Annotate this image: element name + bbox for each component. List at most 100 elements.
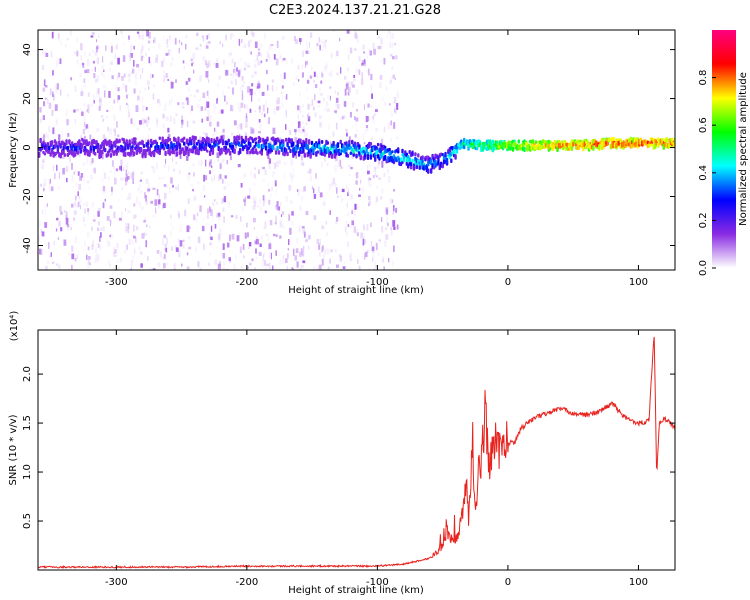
noise-speckle [113,128,116,133]
noise-speckle [192,188,194,192]
noise-speckle [353,74,356,78]
noise-speckle [277,206,281,211]
ridge-blob [134,137,137,141]
noise-speckle [240,265,243,269]
noise-speckle [364,239,367,244]
noise-speckle [279,259,282,265]
noise-speckle [162,238,164,245]
noise-speckle [205,71,209,78]
noise-speckle [128,192,132,200]
noise-speckle [97,33,100,39]
noise-speckle [389,103,391,106]
noise-speckle [323,65,327,72]
noise-speckle [58,221,61,227]
noise-speckle [165,52,169,56]
noise-speckle [110,61,113,65]
spectrogram-y-tick-label: 40 [22,43,33,56]
noise-speckle [391,229,393,237]
noise-speckle [49,255,51,258]
noise-speckle [254,59,258,62]
noise-speckle [353,210,356,217]
noise-speckle [80,135,82,139]
ridge-blob [142,144,146,148]
noise-speckle [269,220,273,226]
ridge-blob [62,149,65,155]
noise-speckle [87,259,90,265]
ridge-blob [351,139,354,145]
noise-speckle [61,130,63,137]
noise-speckle [212,103,216,107]
noise-speckle [126,175,130,180]
noise-speckle [238,107,242,113]
noise-speckle [103,85,106,89]
noise-speckle [374,166,377,173]
noise-speckle [39,183,43,187]
noise-speckle [130,46,132,53]
noise-speckle [290,159,293,166]
noise-speckle [309,135,312,141]
noise-speckle [58,264,61,269]
noise-speckle [96,128,99,132]
noise-speckle [162,176,164,180]
noise-speckle [134,214,137,218]
noise-speckle [145,117,148,125]
noise-speckle [274,222,277,225]
noise-speckle [84,51,86,56]
noise-speckle [288,129,292,135]
noise-speckle [290,175,293,181]
noise-speckle [205,223,209,226]
noise-speckle [390,53,393,57]
noise-speckle [215,63,219,68]
noise-speckle [195,47,199,50]
noise-speckle [270,252,272,260]
noise-speckle [261,235,263,240]
noise-speckle [156,189,159,196]
ridge-blob [336,142,340,148]
ridge-blob [75,146,78,152]
ridge-blob [401,148,404,154]
ridge-blob [427,168,430,174]
noise-speckle [156,250,160,254]
ridge-blob [507,140,510,145]
noise-speckle [95,47,98,53]
noise-speckle [163,257,167,260]
noise-speckle [51,90,54,94]
noise-speckle [163,74,166,82]
noise-speckle [189,174,191,182]
noise-speckle [102,185,106,192]
noise-speckle [230,73,232,76]
noise-speckle [103,74,105,78]
noise-speckle [133,225,135,232]
noise-speckle [139,268,143,270]
noise-speckle [359,187,361,191]
noise-speckle [101,153,104,160]
noise-speckle [236,235,240,242]
noise-speckle [364,61,366,67]
noise-speckle [141,233,145,239]
ridge-blob [349,151,352,155]
noise-speckle [373,167,376,173]
noise-speckle [326,267,330,270]
noise-speckle [280,201,282,207]
noise-speckle [122,30,124,38]
ridge-blob [217,145,220,150]
spectrogram-x-ticks: -300 -200 -100 0 100 [105,30,648,288]
noise-speckle [141,118,145,125]
ridge-blob [227,139,230,143]
noise-speckle [69,156,71,163]
noise-speckle [332,30,335,33]
noise-speckle [90,174,93,180]
noise-speckle [74,236,77,244]
noise-speckle [114,53,116,59]
noise-speckle [237,164,241,168]
noise-speckle [172,184,174,188]
noise-speckle [318,242,320,248]
ridge-blob [254,137,258,141]
noise-speckle [55,118,58,126]
noise-speckle [267,107,269,114]
ridge-blob [417,153,420,158]
noise-speckle [372,175,375,179]
noise-speckle [206,102,209,107]
noise-speckle [280,79,283,83]
noise-speckle [319,252,321,257]
